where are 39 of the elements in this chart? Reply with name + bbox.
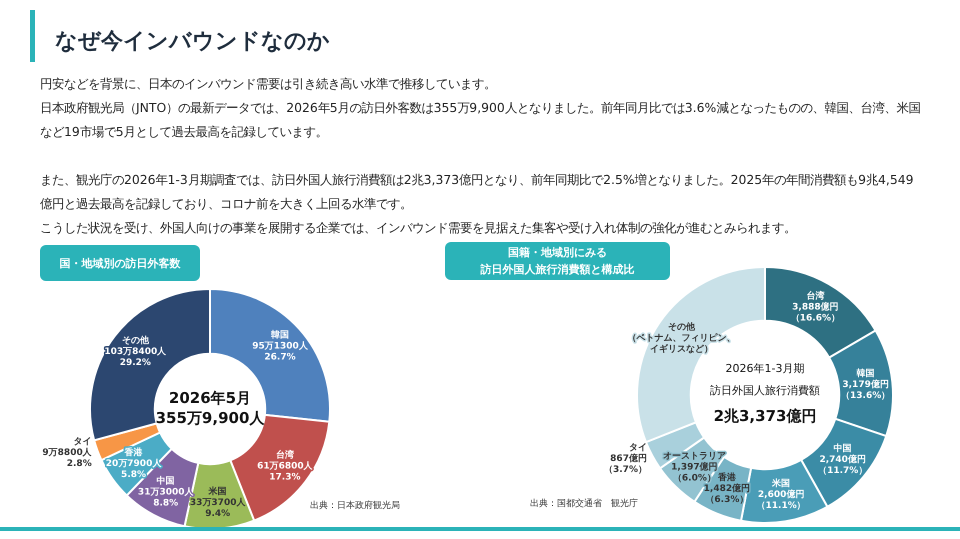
- text: 2026年1-3月期: [726, 362, 804, 375]
- data-label: 9万8800人 2.8%: [42, 446, 93, 469]
- slice-label: 米国: [771, 478, 790, 490]
- slice-label: 中国: [834, 443, 852, 454]
- data-label: 1,397億円（6.0%）: [671, 462, 718, 484]
- data-label: 3,179億円（13.6%）: [840, 379, 890, 402]
- data-label: 867億円（3.7%）: [604, 452, 647, 475]
- text: なぜ今インバウンドなのか: [55, 28, 330, 56]
- data-label: 2,740億円（11.7%）: [818, 454, 868, 476]
- slice-label: その他: [122, 335, 150, 346]
- slice-label: タイ: [74, 436, 92, 447]
- text: 訪日外国人旅行消費額: [710, 384, 820, 397]
- source-note: 出典：国都交通省 観光庁: [530, 498, 638, 510]
- data-label: 103万8400人 29.2%: [104, 346, 168, 368]
- data-label: 33万3700人 9.4%: [190, 497, 246, 520]
- text: また、観光庁の2026年1-3月期調査では、訪日外国人旅行消費額は2兆3,373億円となり、前年同期比で2.5%増となりました。2025年の年間消費額も9兆4,549億円と過去最高を記録しており、コロナ前を大きく上回る水準です。: [40, 171, 914, 213]
- chart-title: 国・地域別の訪日外客数: [40, 245, 200, 281]
- chart-title: 国籍・地域別にみる訪日外国人旅行消費額と構成比: [445, 242, 670, 280]
- slice-label: その他（ベトナム、フィリピン、イギリスなど）: [627, 322, 736, 355]
- text: 355万9,900人: [156, 408, 266, 427]
- slice-label: 香港: [124, 447, 144, 458]
- data-label: 2,600億円（11.1%）: [756, 489, 806, 512]
- text: 日本政府観光局（JNTO）の最新データでは、2026年5月の訪日外客数は355万9,900人となりました。前年同月比では3.6%減となったものの、韓国、台湾、米国など19市場で5月として過去最高を記録しています。: [40, 99, 922, 141]
- data-label: 3,888億円（16.6%）: [790, 302, 840, 324]
- data-label: 95万1300人 26.7%: [252, 340, 309, 362]
- slice-label: 米国: [208, 486, 227, 498]
- slice-label: 台湾: [806, 290, 826, 302]
- slice-label: 台湾: [276, 449, 295, 460]
- text: こうした状況を受け、外国人向けの事業を展開する企業では、インバウンド需要を見据えた集客や受け入れ体制の強化が進むとみられます。: [40, 219, 797, 237]
- slice-label: 韓国: [270, 329, 289, 340]
- text: 円安などを背景に、日本のインバウンド需要は引き続き高い水準で推移しています。: [40, 75, 497, 93]
- slice-label: タイ: [628, 442, 647, 453]
- slice-label: オーストラリア: [662, 452, 726, 462]
- text: 2026年5月: [168, 388, 252, 407]
- data-label: 61万6800人 17.3%: [257, 460, 314, 482]
- slice-label: 韓国: [856, 368, 875, 380]
- text: 2兆3,373億円: [714, 406, 816, 425]
- slice-label: 香港: [716, 472, 737, 484]
- source-note: 出典：日本政府観光局: [310, 500, 400, 512]
